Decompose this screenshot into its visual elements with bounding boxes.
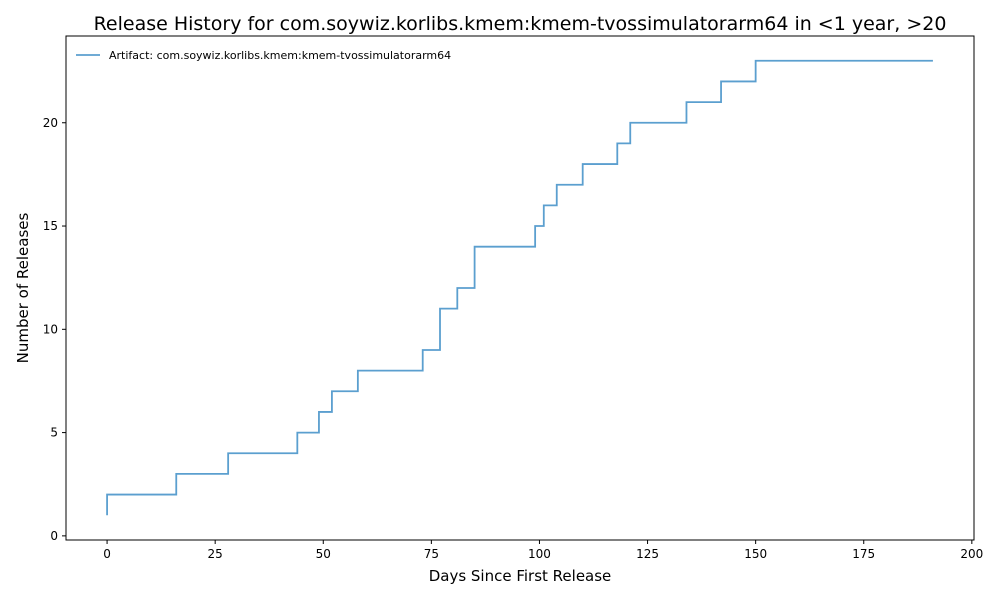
y-tick-label: 0 bbox=[50, 529, 58, 543]
legend-label: Artifact: com.soywiz.korlibs.kmem:kmem-t… bbox=[109, 49, 451, 62]
y-axis-ticks: 0 5 10 15 20 bbox=[43, 116, 66, 543]
x-tick-label: 75 bbox=[424, 547, 439, 561]
series-layer bbox=[106, 59, 933, 516]
x-tick-label: 125 bbox=[636, 547, 659, 561]
x-tick-label: 200 bbox=[960, 547, 983, 561]
y-tick-label: 10 bbox=[43, 322, 58, 336]
chart-title: Release History for com.soywiz.korlibs.k… bbox=[94, 13, 947, 35]
y-axis-label: Number of Releases bbox=[14, 212, 32, 363]
x-tick-label: 150 bbox=[744, 547, 767, 561]
release-step-line bbox=[106, 59, 933, 516]
legend: Artifact: com.soywiz.korlibs.kmem:kmem-t… bbox=[76, 49, 451, 62]
x-axis-label: Days Since First Release bbox=[429, 567, 612, 585]
y-tick-label: 20 bbox=[43, 116, 58, 130]
x-tick-label: 0 bbox=[103, 547, 111, 561]
x-tick-label: 25 bbox=[208, 547, 223, 561]
plot-area bbox=[65, 35, 975, 541]
y-tick-label: 5 bbox=[50, 426, 58, 440]
x-axis-ticks: 0 25 50 75 100 125 150 175 200 bbox=[103, 540, 983, 561]
x-tick-label: 175 bbox=[852, 547, 875, 561]
x-tick-label: 100 bbox=[528, 547, 551, 561]
y-tick-label: 15 bbox=[43, 219, 58, 233]
x-tick-label: 50 bbox=[316, 547, 331, 561]
